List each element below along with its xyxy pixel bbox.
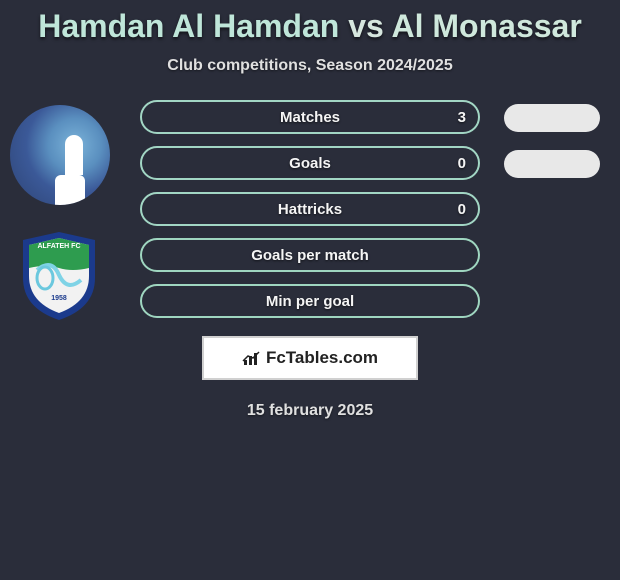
comparison-pill bbox=[504, 150, 600, 178]
comparison-pill bbox=[504, 104, 600, 132]
svg-text:ALFATEH FC: ALFATEH FC bbox=[37, 243, 80, 250]
title-player1: Hamdan Al Hamdan bbox=[38, 8, 339, 44]
branding-text: FcTables.com bbox=[266, 348, 378, 368]
stats-rows: Matches 3 Goals 0 Hattricks 0 Goals per match M… bbox=[140, 100, 480, 318]
subtitle: Club competitions, Season 2024/2025 bbox=[0, 57, 620, 75]
stat-value-left: 0 bbox=[458, 155, 466, 172]
stat-value-left: 3 bbox=[458, 109, 466, 126]
stat-value-left: 0 bbox=[458, 201, 466, 218]
stat-label: Goals bbox=[289, 155, 331, 172]
title-vs: vs bbox=[348, 8, 384, 44]
shield-icon: ALFATEH FC 1958 bbox=[17, 230, 101, 322]
stat-row: Hattricks 0 bbox=[140, 192, 480, 226]
stat-row: Goals 0 bbox=[140, 146, 480, 180]
title-player2: Al Monassar bbox=[392, 8, 582, 44]
stat-label: Goals per match bbox=[251, 247, 369, 264]
player1-avatar bbox=[10, 105, 110, 205]
svg-text:1958: 1958 bbox=[51, 295, 67, 302]
branding-box[interactable]: FcTables.com bbox=[202, 336, 418, 380]
stat-label: Matches bbox=[280, 109, 340, 126]
player2-club-crest: ALFATEH FC 1958 bbox=[17, 230, 101, 322]
stat-row: Min per goal bbox=[140, 284, 480, 318]
stat-row: Matches 3 bbox=[140, 100, 480, 134]
chart-icon bbox=[242, 350, 262, 366]
date-text: 15 february 2025 bbox=[0, 402, 620, 420]
comparison-card: Hamdan Al Hamdan vs Al Monassar Club com… bbox=[0, 0, 620, 420]
stat-row: Goals per match bbox=[140, 238, 480, 272]
stats-area: ALFATEH FC 1958 Matches 3 Goals 0 Hattricks 0… bbox=[0, 100, 620, 318]
stat-label: Min per goal bbox=[266, 293, 354, 310]
page-title: Hamdan Al Hamdan vs Al Monassar bbox=[0, 8, 620, 45]
stat-label: Hattricks bbox=[278, 201, 342, 218]
